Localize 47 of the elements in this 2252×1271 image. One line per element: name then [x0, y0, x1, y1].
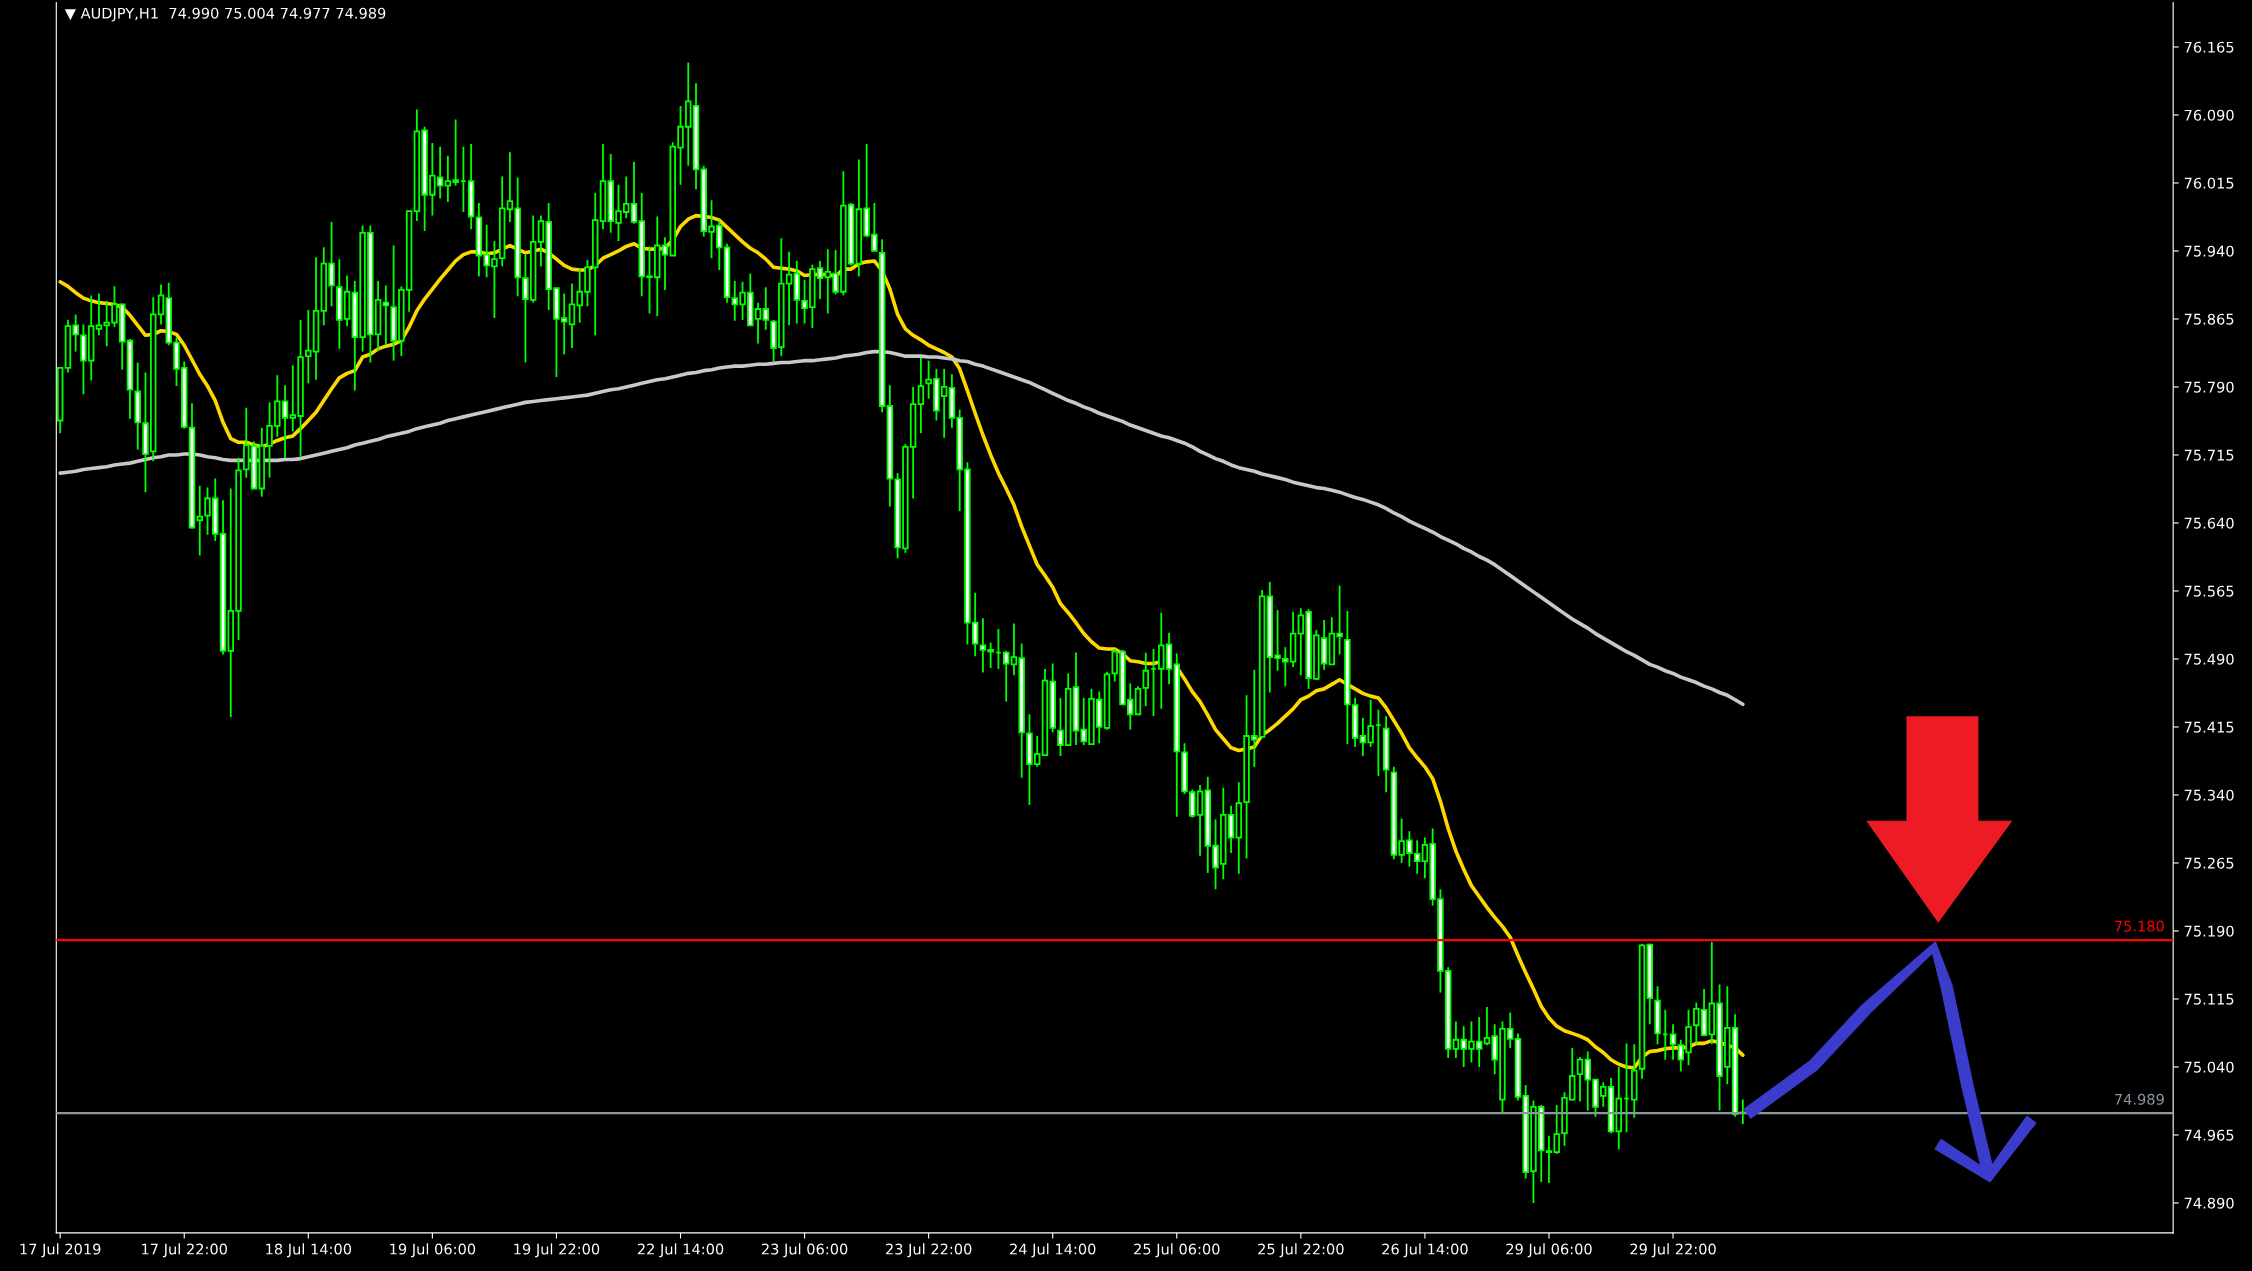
y-tick-label: 76.015 — [2184, 177, 2234, 189]
candlestick — [917, 357, 925, 435]
y-tick-label: 74.890 — [2184, 1197, 2234, 1209]
y-tick-label: 74.965 — [2184, 1129, 2234, 1141]
y-tick-label: 75.040 — [2184, 1061, 2234, 1073]
y-tick-label: 75.490 — [2184, 653, 2234, 665]
y-tick-label: 76.090 — [2184, 109, 2234, 121]
y-tick-label: 75.940 — [2184, 245, 2234, 257]
x-tick-label: 25 Jul 06:00 — [1134, 1243, 1220, 1258]
x-tick-label: 22 Jul 14:00 — [637, 1243, 724, 1258]
y-tick-label: 76.165 — [2184, 41, 2234, 53]
candlestick — [661, 236, 669, 291]
candlestick — [762, 286, 770, 331]
x-tick-label: 17 Jul 2019 — [20, 1243, 101, 1258]
candlestick — [1669, 1023, 1677, 1061]
candlestick — [157, 283, 165, 326]
x-tick-label: 29 Jul 06:00 — [1506, 1243, 1592, 1258]
candlestick — [1576, 1056, 1584, 1103]
y-tick-label: 75.265 — [2184, 857, 2234, 869]
x-tick-label: 25 Jul 22:00 — [1258, 1243, 1344, 1258]
y-tick-label: 75.190 — [2184, 925, 2234, 937]
x-tick-label: 19 Jul 06:00 — [390, 1243, 476, 1258]
x-tick-label: 24 Jul 14:00 — [1010, 1243, 1096, 1258]
y-tick-label: 75.865 — [2184, 313, 2234, 325]
x-tick-label: 29 Jul 22:00 — [1630, 1243, 1716, 1258]
ref-line-label: 75.180 — [2115, 920, 2164, 932]
x-tick-label: 18 Jul 14:00 — [266, 1243, 352, 1258]
candlestick — [1142, 651, 1149, 708]
y-tick-label: 75.640 — [2184, 517, 2234, 529]
y-tick-label: 75.115 — [2184, 993, 2234, 1005]
x-tick-label: 23 Jul 22:00 — [885, 1243, 972, 1258]
ref-line-label: 74.989 — [2115, 1093, 2164, 1105]
y-tick-label: 75.415 — [2184, 721, 2234, 733]
candlestick — [1158, 611, 1165, 710]
candlestick — [382, 284, 390, 347]
y-tick-label: 75.790 — [2184, 381, 2234, 393]
candlestick — [630, 161, 638, 225]
y-tick-label: 75.715 — [2184, 449, 2234, 461]
x-tick-label: 23 Jul 06:00 — [761, 1243, 848, 1258]
x-tick-label: 17 Jul 22:00 — [142, 1243, 227, 1258]
y-tick-label: 75.565 — [2184, 585, 2234, 597]
x-tick-label: 26 Jul 14:00 — [1382, 1243, 1468, 1258]
y-tick-label: 75.340 — [2184, 789, 2234, 801]
line-series — [58, 349, 1745, 707]
x-tick-label: 19 Jul 22:00 — [514, 1243, 600, 1258]
candlestick — [1002, 649, 1010, 703]
chart-title: ▼ AUDJPY,H1 74.990 75.004 74.977 74.989 — [64, 7, 386, 22]
